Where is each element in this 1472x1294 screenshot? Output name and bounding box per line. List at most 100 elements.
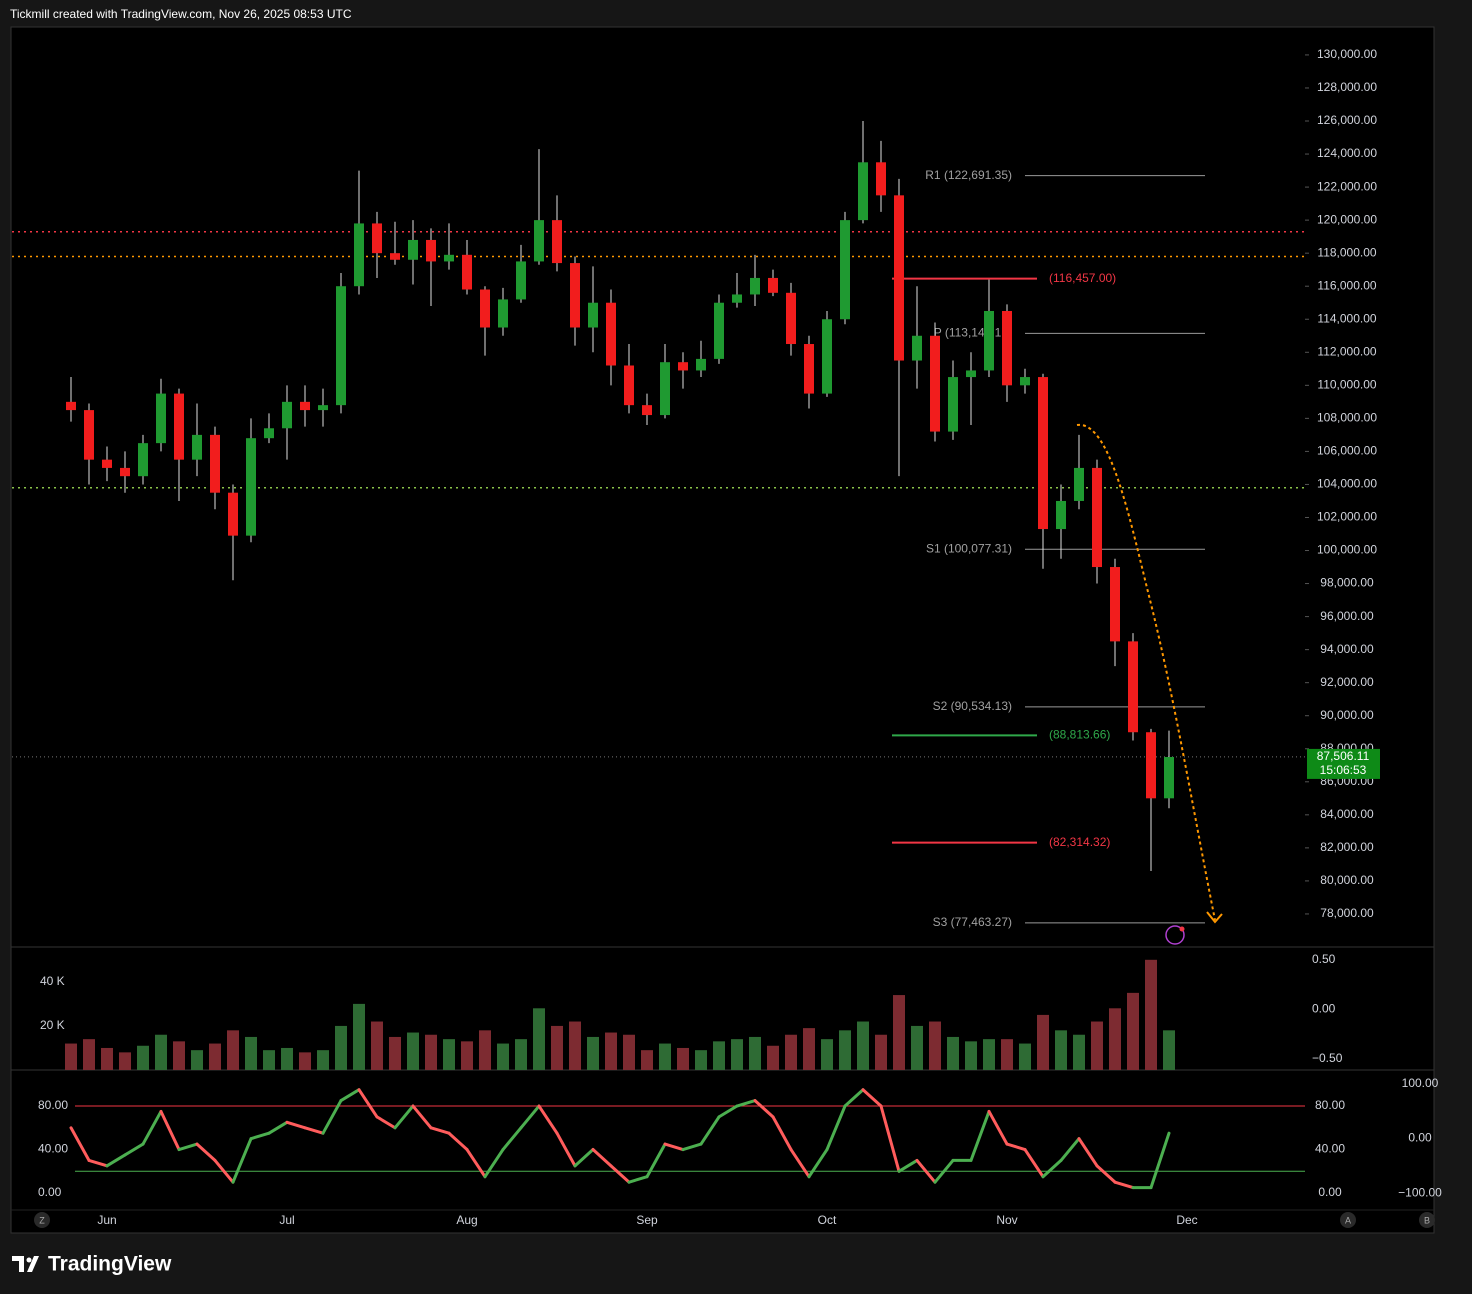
osc-line — [1095, 1164, 1117, 1184]
volume-bar — [641, 1050, 653, 1070]
candle-body — [246, 438, 256, 536]
volume-bar — [965, 1041, 977, 1070]
candle-body — [1056, 500, 1066, 530]
candle-body — [300, 401, 310, 411]
osc-line — [537, 1104, 559, 1135]
volume-y2-tick-label: −0.50 — [1312, 1051, 1343, 1065]
volume-bar — [425, 1034, 437, 1070]
volume-bar — [785, 1034, 797, 1070]
osc-line — [483, 1148, 505, 1179]
corner-button[interactable]: Z — [34, 1212, 50, 1228]
osc-y2-tick-label: 0.00 — [1408, 1131, 1432, 1145]
volume-bar — [605, 1032, 617, 1070]
x-tick-label: Oct — [818, 1213, 837, 1227]
volume-bar — [947, 1036, 959, 1070]
y-tick-label: 128,000.00 — [1317, 80, 1377, 94]
volume-bar — [245, 1036, 257, 1070]
candle-body — [138, 443, 148, 477]
candle-body — [390, 253, 400, 260]
osc-line — [609, 1164, 631, 1184]
osc-line — [159, 1109, 181, 1152]
footer-brand: TradingView — [48, 1253, 172, 1276]
y-tick-label: 78,000.00 — [1320, 906, 1374, 920]
candle-body — [354, 223, 364, 287]
candle-body — [156, 393, 166, 444]
alert-icon[interactable] — [1165, 925, 1185, 945]
candle-body — [1146, 732, 1156, 799]
volume-bar — [1091, 1021, 1103, 1070]
volume-bar — [821, 1039, 833, 1070]
osc-line — [1077, 1137, 1099, 1168]
osc-line — [987, 1109, 1009, 1146]
volume-bar — [1073, 1034, 1085, 1070]
x-tick-label: Nov — [996, 1213, 1017, 1227]
candle-body — [174, 393, 184, 460]
candle-body — [516, 261, 526, 300]
logo-dot — [26, 1257, 32, 1263]
candle-body — [750, 277, 760, 295]
volume-bar — [695, 1050, 707, 1070]
button-circle — [34, 1212, 50, 1228]
volume-bar — [857, 1021, 869, 1070]
osc-line — [969, 1109, 991, 1162]
pivot-label: S2 (90,534.13) — [933, 699, 1012, 713]
y-tick-label: 104,000.00 — [1317, 477, 1377, 491]
y-tick-label: 82,000.00 — [1320, 840, 1374, 854]
x-tick-label: Jul — [279, 1213, 294, 1227]
y-tick-label: 96,000.00 — [1320, 609, 1374, 623]
volume-bar — [443, 1039, 455, 1070]
volume-bar — [209, 1043, 221, 1070]
volume-bar — [1145, 959, 1157, 1070]
candle-body — [1164, 757, 1174, 799]
candle-body — [84, 410, 94, 460]
y-tick-label: 92,000.00 — [1320, 675, 1374, 689]
y-tick-label: 84,000.00 — [1320, 807, 1374, 821]
volume-bar — [479, 1030, 491, 1070]
osc-line — [1059, 1137, 1081, 1162]
osc-line — [897, 1158, 919, 1173]
y-tick-label: 106,000.00 — [1317, 444, 1377, 458]
osc-tick-label-right: 80.00 — [1315, 1098, 1345, 1112]
volume-bar — [497, 1043, 509, 1070]
volume-bar — [1055, 1030, 1067, 1070]
candle-body — [1020, 377, 1030, 386]
volume-bar — [911, 1025, 923, 1070]
button-label: A — [1345, 1215, 1351, 1225]
alert-dot — [1179, 926, 1185, 932]
osc-line — [357, 1088, 379, 1119]
osc-line — [717, 1104, 739, 1119]
candle-body — [804, 344, 814, 394]
osc-line — [141, 1109, 163, 1146]
corner-button[interactable]: A — [1340, 1212, 1356, 1228]
volume-bar — [659, 1043, 671, 1070]
candle-body — [1128, 641, 1138, 733]
volume-bar — [1163, 1030, 1175, 1070]
osc-line — [573, 1148, 595, 1168]
osc-line — [681, 1142, 703, 1152]
candle-body — [318, 405, 328, 411]
volume-bar — [137, 1045, 149, 1070]
corner-button[interactable]: B — [1419, 1212, 1435, 1228]
volume-bar — [713, 1041, 725, 1070]
volume-y2-tick-label: 0.00 — [1312, 1002, 1336, 1016]
candle-body — [570, 263, 580, 328]
candle-body — [876, 162, 886, 196]
volume-bar — [281, 1047, 293, 1070]
volume-bar — [83, 1039, 95, 1070]
last-price-label: 87,506.11 — [1317, 749, 1370, 763]
pivot-label: S1 (100,077.31) — [926, 541, 1012, 555]
osc-line — [771, 1115, 793, 1152]
osc-line — [177, 1142, 199, 1152]
logo-mark — [12, 1256, 39, 1272]
header: Tickmill created with TradingView.com, N… — [10, 7, 352, 21]
last-price-box — [1307, 748, 1380, 779]
osc-line — [123, 1142, 145, 1157]
osc-line — [555, 1131, 577, 1168]
osc-line — [861, 1088, 883, 1108]
osc-tick-label-right: 40.00 — [1315, 1142, 1345, 1156]
osc-tick-label-right: 0.00 — [1318, 1185, 1342, 1199]
volume-bar — [1001, 1039, 1013, 1070]
volume-bar — [227, 1030, 239, 1070]
candle-body — [624, 365, 634, 406]
candle-body — [120, 467, 130, 477]
